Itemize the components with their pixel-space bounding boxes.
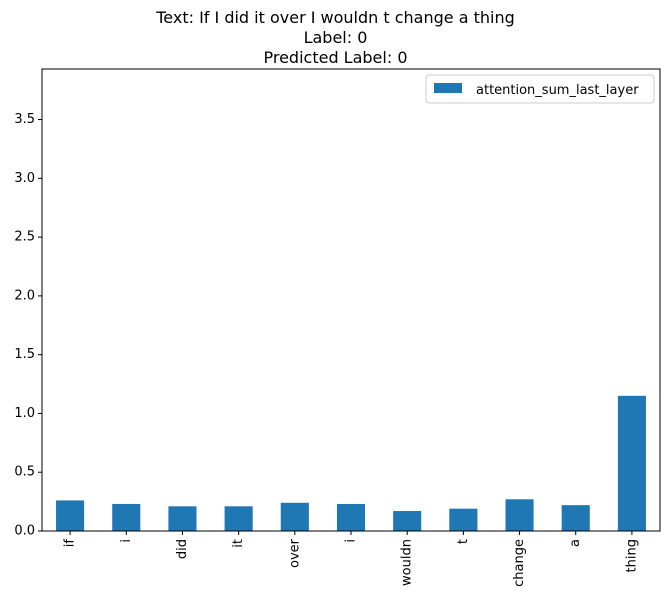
chart-title: Text: If I did it over I wouldn t change… [0, 8, 671, 68]
bar-i-1 [112, 503, 141, 531]
bar-change-8 [505, 499, 534, 531]
legend: attention_sum_last_layer [425, 74, 655, 104]
bar-t-7 [449, 508, 478, 531]
bars-group [56, 395, 646, 531]
legend-swatch [434, 83, 462, 93]
bar-it-3 [224, 506, 253, 531]
y-tick-label: 1.0 [14, 406, 35, 421]
x-tick-label: a [568, 539, 583, 547]
chart-title-line-label: Label: 0 [303, 28, 368, 47]
bar-wouldn-6 [393, 511, 422, 531]
bar-did-2 [168, 506, 197, 531]
x-tick-label: change [512, 539, 527, 587]
bar-if-0 [56, 500, 85, 531]
bar-i-5 [336, 503, 366, 531]
y-tick-label: 0.5 [14, 465, 35, 480]
x-tick-label: over [287, 538, 302, 568]
legend-label: attention_sum_last_layer [476, 83, 639, 98]
x-tick-label: thing [624, 539, 639, 572]
x-tick-label: wouldn [400, 539, 415, 586]
y-tick-label: 3.5 [14, 112, 35, 127]
x-tick-label: i [119, 539, 134, 543]
y-tick-label: 0.0 [14, 524, 35, 539]
y-tick-label: 2.0 [14, 288, 35, 303]
bar-thing-10 [617, 395, 646, 531]
y-tick-label: 1.5 [14, 347, 35, 362]
bar-over-4 [280, 502, 309, 531]
x-tick-label: t [456, 539, 471, 544]
plot-frame [41, 68, 661, 532]
legend-box [425, 74, 655, 104]
x-axis: if i did it over i wouldn t change a thing [63, 531, 639, 587]
chart-title-line-text: Text: If I did it over I wouldn t change… [156, 8, 515, 27]
x-tick-label: i [344, 539, 359, 543]
chart-title-line-predicted: Predicted Label: 0 [263, 48, 408, 67]
y-tick-label: 3.0 [14, 171, 35, 186]
y-axis: 0.0 0.5 1.0 1.5 2.0 2.5 3.0 3.5 [14, 112, 42, 539]
y-tick-label: 2.5 [14, 230, 35, 245]
x-tick-label: did [175, 539, 190, 559]
x-tick-label: if [63, 539, 78, 548]
bar-a-9 [561, 505, 590, 531]
x-tick-label: it [231, 539, 246, 548]
